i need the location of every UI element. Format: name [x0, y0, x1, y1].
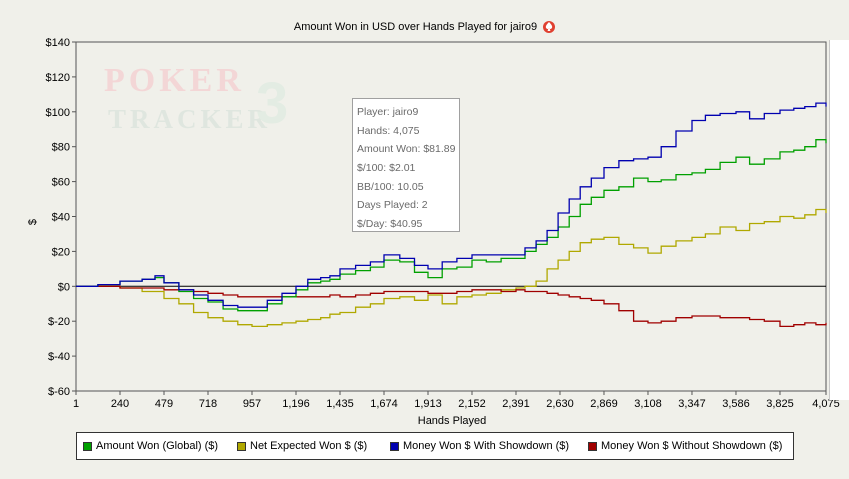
tooltip-per-day: $/Day: $40.95: [357, 218, 423, 231]
y-tick-label: $60: [52, 177, 70, 189]
legend-item-with-showdown[interactable]: Money Won $ With Showdown ($): [390, 440, 588, 452]
legend-item-without-showdown[interactable]: Money Won $ Without Showdown ($): [588, 440, 782, 452]
series-line-3: [76, 285, 827, 328]
x-tick-label: 1,913: [414, 398, 442, 410]
legend-item-amount-won[interactable]: Amount Won (Global) ($): [83, 440, 237, 452]
tooltip-hands: Hands: 4,075: [357, 124, 420, 137]
tooltip-per100: $/100: $2.01: [357, 162, 416, 175]
tooltip-bb100: BB/100: 10.05: [357, 180, 424, 193]
legend-label-with-showdown: Money Won $ With Showdown ($): [403, 440, 570, 452]
y-tick-label: $100: [46, 107, 70, 119]
x-tick-label: 240: [111, 398, 129, 410]
chart-title-text: Amount Won in USD over Hands Played for …: [293, 21, 538, 33]
y-tick-label: $40: [52, 212, 70, 224]
x-tick-label: 1,674: [370, 398, 398, 410]
x-tick-label: 3,825: [766, 398, 794, 410]
y-axis-label: $: [27, 219, 39, 225]
legend-label-net-expected: Net Expected Won $ ($): [250, 440, 368, 452]
x-tick-label: 3,108: [634, 398, 662, 410]
x-tick-label: 2,391: [502, 398, 530, 410]
y-tick-label: $140: [46, 37, 70, 49]
chart-title: Amount Won in USD over Hands Played for …: [0, 20, 849, 34]
legend-swatch-net-expected: [237, 441, 246, 451]
x-tick-label: 2,869: [590, 398, 618, 410]
series-layer: [76, 102, 827, 328]
x-tick-label: 2,630: [546, 398, 574, 410]
x-axis-label: Hands Played: [418, 415, 487, 427]
y-tick-label: $-20: [48, 316, 70, 328]
tooltip-days: Days Played: 2: [357, 199, 428, 212]
y-tick-label: $0: [58, 281, 70, 293]
legend-swatch-with-showdown: [390, 441, 399, 451]
side-panel-edge: [829, 40, 849, 400]
x-tick-label: 479: [155, 398, 173, 410]
y-tick-label: $80: [52, 142, 70, 154]
y-tick-label: $120: [46, 72, 70, 84]
legend-swatch-without-showdown: [588, 441, 597, 451]
x-tick-label: 718: [199, 398, 217, 410]
legend-swatch-amount-won: [83, 441, 92, 451]
legend-item-net-expected[interactable]: Net Expected Won $ ($): [237, 440, 390, 452]
stats-tooltip: Player: jairo9 Hands: 4,075 Amount Won: …: [352, 98, 460, 232]
x-axis: 1 240 479 718 957 1,196 1,435 1,674 1,913 2,152 2,…: [73, 391, 840, 410]
x-tick-label: 3,347: [678, 398, 706, 410]
y-axis: $140 $120 $100 $80 $60 $40 $20 $0 $-20 $-40 $-60: [46, 37, 76, 398]
y-tick-label: $-60: [48, 386, 70, 398]
tooltip-player: Player: jairo9: [357, 106, 419, 118]
x-tick-label: 2,152: [458, 398, 486, 410]
x-tick-label: 1: [73, 398, 79, 410]
y-tick-label: $20: [52, 246, 70, 258]
x-tick-label: 4,075: [812, 398, 840, 410]
tooltip-amount-won: Amount Won: $81.89: [357, 143, 456, 156]
x-tick-label: 3,586: [722, 398, 750, 410]
series-line-1: [76, 208, 827, 328]
series-line-0: [76, 139, 827, 312]
legend-label-without-showdown: Money Won $ Without Showdown ($): [601, 440, 783, 452]
chart-legend: Amount Won (Global) ($) Net Expected Won…: [76, 432, 794, 460]
legend-label-amount-won: Amount Won (Global) ($): [96, 440, 219, 452]
spade-icon: [543, 21, 556, 33]
x-tick-label: 1,196: [282, 398, 310, 410]
y-tick-label: $-40: [48, 351, 70, 363]
x-tick-label: 1,435: [326, 398, 354, 410]
x-tick-label: 957: [243, 398, 261, 410]
series-line-2: [76, 102, 827, 308]
